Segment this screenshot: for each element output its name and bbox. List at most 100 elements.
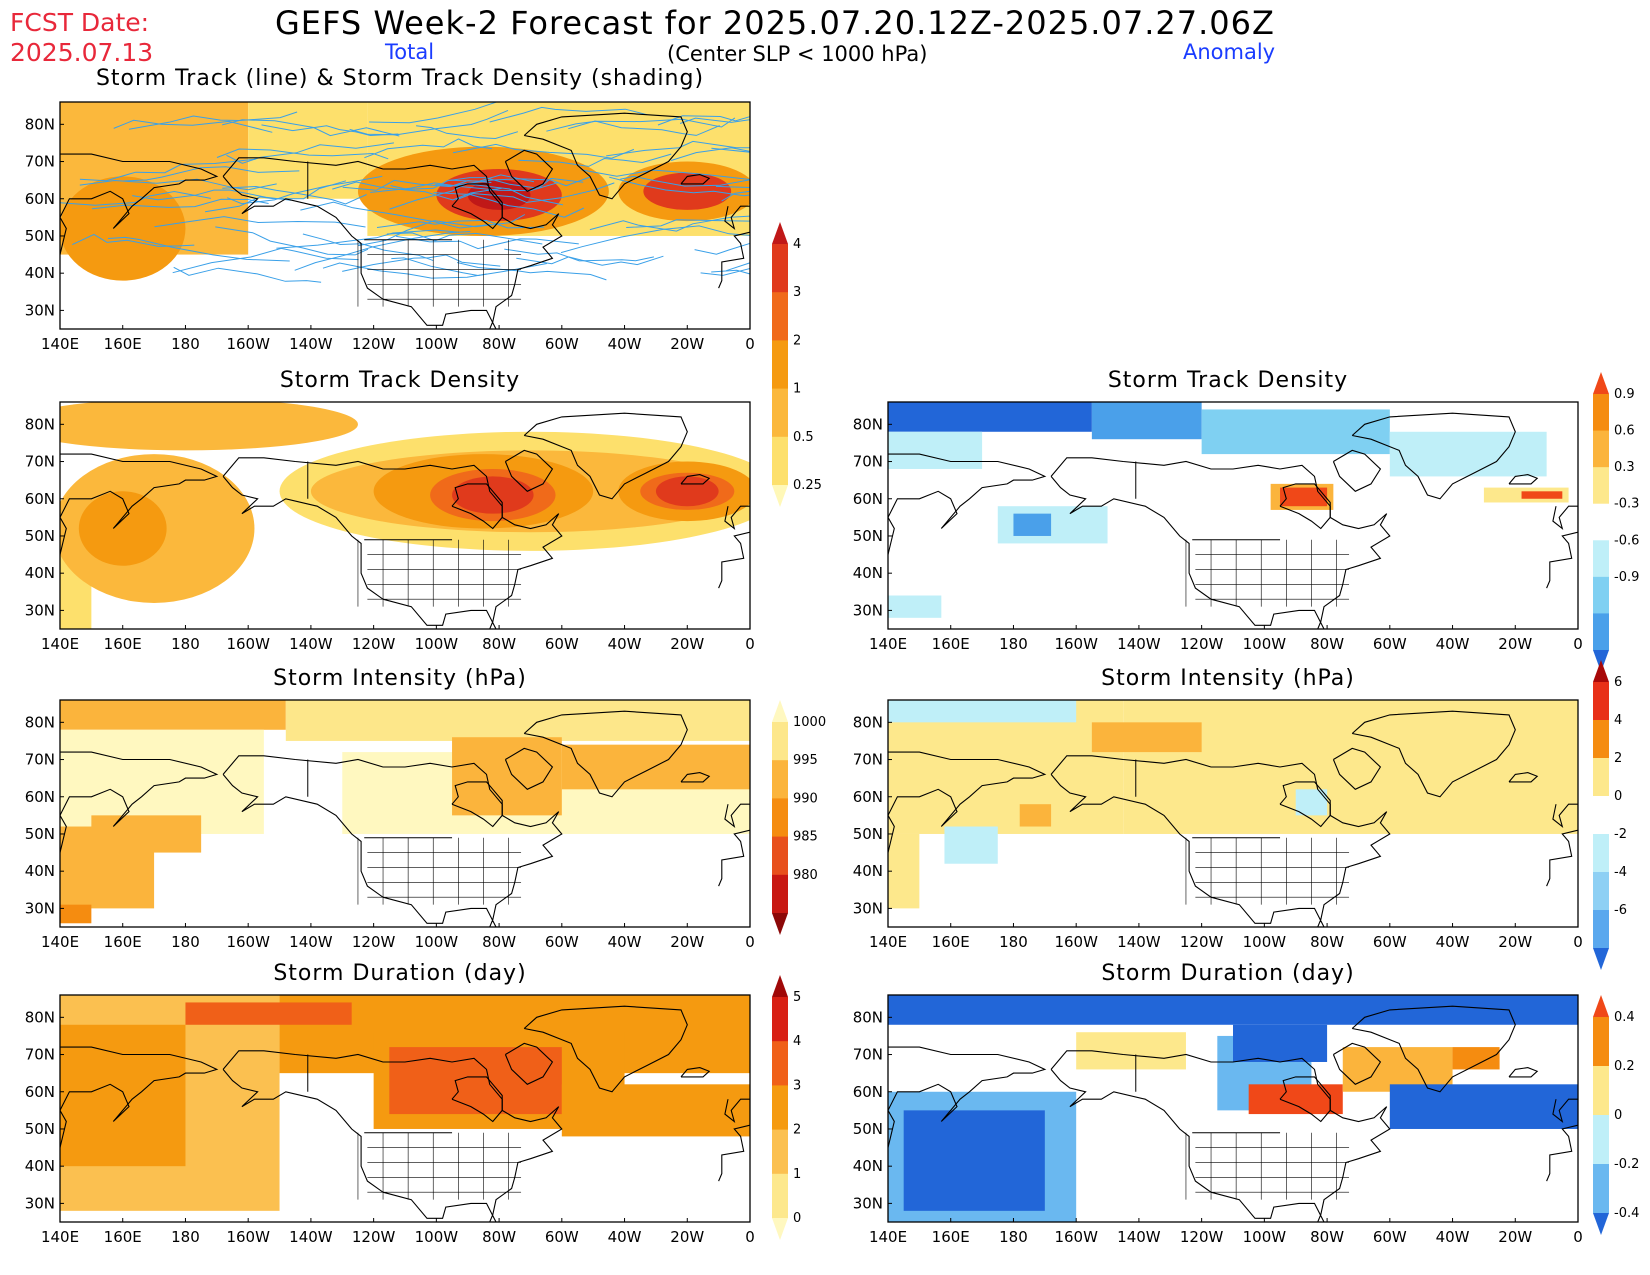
colorbar-segment [772, 760, 788, 799]
coastlines [60, 1005, 750, 1222]
shade-blob [643, 172, 732, 210]
forecast-date-value: 2025.07.13 [10, 38, 154, 67]
coastline [222, 157, 563, 329]
storm-track [173, 266, 322, 283]
colorbar-label: 0 [793, 1211, 801, 1226]
panel-frame [59, 401, 751, 630]
shade-cell [561, 744, 750, 790]
shade-blob [655, 476, 719, 507]
lon-tick-label: 140E [41, 1228, 79, 1246]
storm-track [222, 119, 400, 137]
coastline [504, 1042, 554, 1085]
colorbar-segment [1593, 613, 1609, 651]
shade-cell [1013, 513, 1052, 536]
lat-tick-label: 40N [25, 862, 55, 880]
lon-tick-label: 160W [226, 933, 270, 951]
colorbar-segment [772, 722, 788, 761]
coastline [222, 1050, 563, 1222]
lon-tick-label: 140W [289, 1228, 333, 1246]
colorbar-bottom-arrow [772, 913, 788, 935]
colorbar-segment [1593, 503, 1609, 541]
colorbar-label: 995 [793, 753, 818, 768]
coastline [60, 153, 219, 255]
lon-tick-label: 0 [745, 933, 755, 951]
storm-track [606, 140, 750, 157]
panel-duration-total: 140E 160E 180 160W 140W 120W 100W 80W 60W 40W 20W 0… [25, 994, 755, 1246]
coastlines [888, 710, 1578, 927]
lon-tick-label: 80W [482, 1228, 516, 1246]
panel-frame [59, 101, 751, 330]
lat-tick-label: 70N [25, 153, 55, 171]
colorbar-segment [1593, 872, 1609, 911]
lat-tick-label: 40N [25, 264, 55, 282]
storm-track [342, 254, 501, 272]
colorbar-label: 0.2 [1614, 1059, 1635, 1074]
colorbar-segment [772, 836, 788, 876]
storm-track [620, 175, 750, 187]
panel-intensity-anom: 140E 160E 180 160W 140W 120W 100W 80W 60W 40W 20W 0… [853, 699, 1583, 951]
colorbar-segment [1593, 720, 1609, 759]
panel-title-duration-anom: Storm Duration (day) [1101, 961, 1355, 986]
storm-track [433, 192, 585, 218]
lon-tick-label: 80W [1310, 933, 1344, 951]
colorbar-cb-duration-total: 5 4 3 2 1 0 [772, 975, 801, 1240]
anomaly-column-label: Anomaly [1183, 40, 1276, 64]
colorbar-label: 5 [793, 990, 801, 1005]
coastline [680, 1067, 711, 1078]
coastline [680, 174, 711, 185]
storm-track [349, 109, 509, 136]
shade-cell [1521, 491, 1563, 499]
lon-tick-label: 20W [1498, 635, 1532, 653]
lon-tick-label: 20W [670, 1228, 704, 1246]
storm-track [226, 142, 394, 164]
colorbar-segment [772, 997, 788, 1042]
coastline [888, 453, 1047, 555]
colorbar-label: 0.6 [1614, 424, 1635, 439]
lon-tick-label: 140W [289, 635, 333, 653]
lat-tick-label: 70N [853, 751, 883, 769]
lon-tick-label: 60W [545, 1228, 579, 1246]
lat-tick-label: 80N [25, 415, 55, 433]
storm-track [227, 175, 383, 205]
coastline [504, 449, 554, 492]
colorbar-label: -0.4 [1614, 1206, 1639, 1221]
storm-track [456, 262, 607, 281]
panel-shading-intensity-anom [888, 700, 1578, 927]
shade-cell [389, 1047, 562, 1115]
lon-tick-label: 160W [1054, 1228, 1098, 1246]
storm-track [700, 267, 750, 276]
colorbar-segment [772, 436, 788, 486]
lon-tick-label: 100W [1243, 1228, 1287, 1246]
storm-track [72, 233, 195, 247]
shade-cell [1452, 1047, 1500, 1070]
shade-cell [888, 833, 920, 909]
lat-tick-label: 30N [853, 601, 883, 619]
colorbar-label: 1 [793, 382, 801, 397]
lat-tick-label: 50N [853, 527, 883, 545]
coastlines [888, 1005, 1578, 1222]
coastline [1508, 772, 1539, 783]
colorbar-cb-density-total: 4 3 2 1 0.5 0.25 [772, 222, 822, 507]
coastline [60, 751, 219, 853]
colorbar-label: 985 [793, 830, 818, 845]
colorbar-segment [772, 798, 788, 838]
shade-cell [888, 431, 983, 469]
coastline [718, 505, 750, 589]
lon-tick-label: 120W [1180, 933, 1224, 951]
panel-shading-track [60, 102, 750, 329]
lon-tick-label: 40W [608, 635, 642, 653]
shade-cell [1280, 487, 1328, 507]
colorbar-segment [772, 292, 788, 341]
colorbar-segment [772, 244, 788, 293]
coastline [680, 474, 711, 485]
lon-tick-label: 60W [1373, 933, 1407, 951]
storm-track [518, 153, 672, 167]
colorbar-cb-duration-anom: 0.4 0.2 0 -0.2 -0.4 [1593, 995, 1639, 1235]
lon-tick-label: 100W [415, 335, 459, 353]
lon-tick-label: 80W [482, 635, 516, 653]
panel-shading-duration-anom [888, 995, 1578, 1222]
storm-track [276, 229, 459, 249]
panel-shading-density-anom [888, 402, 1578, 629]
colorbar-label: 0.4 [1614, 1010, 1635, 1025]
lat-tick-label: 80N [25, 713, 55, 731]
